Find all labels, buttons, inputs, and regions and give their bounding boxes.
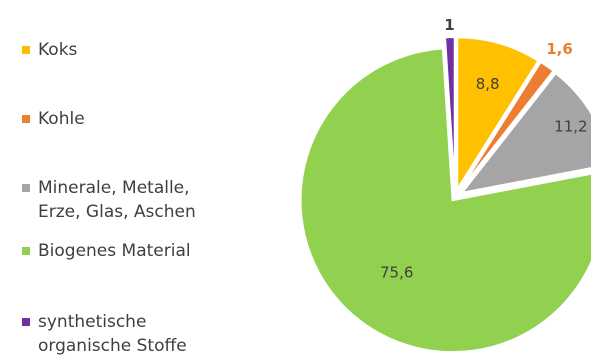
legend: Koks Kohle Minerale, Metalle, Erze, Glas… bbox=[22, 0, 282, 358]
pie-slice-minerale bbox=[459, 71, 591, 195]
legend-swatch-koks bbox=[22, 46, 30, 54]
pie-slice-synthetisch bbox=[443, 36, 456, 190]
legend-item-minerale: Minerale, Metalle, Erze, Glas, Aschen bbox=[22, 176, 196, 224]
data-label-koks: 8,8 bbox=[476, 75, 500, 93]
legend-swatch-synthetisch bbox=[22, 318, 30, 326]
legend-label-minerale: Minerale, Metalle, Erze, Glas, Aschen bbox=[38, 178, 196, 222]
pie-slice-kohle bbox=[458, 60, 555, 192]
data-label-kohle: 1,6 bbox=[546, 40, 573, 58]
legend-swatch-biogenes bbox=[22, 247, 30, 255]
legend-label-kohle: Kohle bbox=[38, 109, 85, 129]
legend-label-koks: Koks bbox=[38, 40, 78, 60]
legend-item-kohle: Kohle bbox=[22, 107, 85, 131]
data-label-biogenes: 75,6 bbox=[380, 263, 413, 281]
legend-item-koks: Koks bbox=[22, 38, 77, 62]
data-label-minerale: 11,2 bbox=[554, 117, 587, 135]
legend-swatch-kohle bbox=[22, 115, 30, 123]
legend-label-synthetisch: synthetische organische Stoffe bbox=[38, 312, 187, 356]
legend-label-biogenes: Biogenes Material bbox=[38, 241, 191, 261]
pie-slice-biogenes bbox=[299, 47, 591, 354]
legend-swatch-minerale bbox=[22, 184, 30, 192]
data-label-synthetisch: 1 bbox=[444, 16, 454, 34]
pie-slice-koks bbox=[456, 36, 540, 193]
legend-item-biogenes: Biogenes Material bbox=[22, 239, 191, 263]
legend-item-synthetisch: synthetische organische Stoffe bbox=[22, 310, 187, 358]
